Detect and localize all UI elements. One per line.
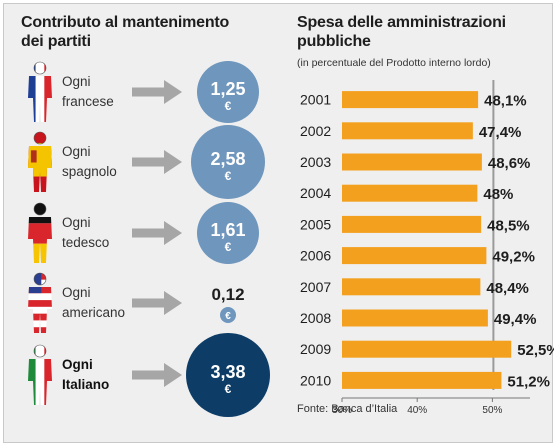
value-circle	[197, 202, 259, 264]
euro-symbol: €	[225, 311, 231, 322]
bar-2003	[342, 153, 482, 171]
country-label-line2: americano	[62, 305, 126, 320]
france-flag-person-icon: 1,25€	[28, 61, 259, 123]
euro-symbol: €	[225, 169, 232, 183]
year-label: 2002	[300, 123, 331, 139]
value-circle	[197, 61, 259, 123]
bar-value-label: 48%	[483, 186, 513, 203]
chart-title-line1: Spesa delle amministrazioni	[297, 14, 506, 31]
usa-flag-person-icon: 0,12 €	[28, 272, 245, 333]
bar-value-label: 48,6%	[488, 155, 531, 172]
year-label: 2005	[300, 216, 331, 232]
bar-value-label: 48,4%	[486, 280, 529, 297]
x-tick-label: 50%	[482, 405, 502, 414]
bar-2004	[342, 184, 478, 202]
contribution-value: 3,38	[210, 362, 245, 382]
country-label-line2: Italiano	[62, 377, 110, 392]
x-tick-label: 40%	[407, 405, 427, 414]
year-label: 2001	[300, 92, 331, 108]
value-circle	[186, 333, 270, 417]
left-title-line2: dei partiti	[21, 33, 91, 50]
bar-value-label: 52,5%	[517, 342, 554, 359]
bar-value-label: 49,4%	[494, 311, 537, 328]
italy-flag-person-icon: 3,38€	[28, 333, 270, 417]
bar-2006	[342, 247, 487, 265]
value-circle	[191, 125, 265, 199]
arrow-icon	[132, 150, 182, 174]
bar-value-label: 51,2%	[507, 373, 550, 390]
bar-2009	[342, 340, 512, 358]
year-label: 2008	[300, 310, 331, 326]
country-label-line1: Ogni	[62, 285, 91, 300]
chart-subtitle: (in percentuale del Prodotto interno lor…	[297, 57, 491, 69]
arrow-icon	[132, 221, 182, 245]
germany-flag-person-icon: 1,61€	[28, 202, 259, 264]
bar-value-label: 48,5%	[487, 217, 530, 234]
contribution-value: 2,58	[210, 149, 245, 169]
euro-symbol: €	[225, 99, 232, 113]
bar-2001	[342, 91, 479, 109]
x-tick-label: 30%	[332, 405, 352, 414]
contribution-value: 1,61	[210, 220, 245, 240]
country-label-line1: Ogni	[62, 215, 91, 230]
chart-source: Fonte: Banca d’Italia	[297, 403, 398, 415]
bar-2005	[342, 215, 482, 233]
bar-2007	[342, 278, 481, 296]
year-label: 2007	[300, 279, 331, 295]
country-label-line2: francese	[62, 94, 114, 109]
euro-symbol: €	[225, 240, 232, 254]
year-label: 2003	[300, 154, 331, 170]
infographic-panel: Contributo al mantenimento dei partiti 1…	[3, 3, 554, 443]
country-label-line2: tedesco	[62, 235, 110, 250]
country-label-line1: Ogni	[62, 74, 91, 89]
country-label-line1: Ogni	[62, 144, 91, 159]
bar-value-label: 48,1%	[484, 93, 527, 110]
year-label: 2006	[300, 248, 331, 264]
chart-title-line2: pubbliche	[297, 33, 371, 50]
bar-value-label: 47,4%	[479, 124, 522, 141]
spain-flag-person-icon: 2,58€	[28, 125, 265, 199]
bar-value-label: 49,2%	[492, 249, 535, 266]
contribution-value: 0,12	[211, 285, 244, 304]
bar-2002	[342, 122, 473, 140]
country-label-line2: spagnolo	[62, 164, 117, 179]
year-label: 2009	[300, 341, 331, 357]
spending-bar-chart: 2001 48,1% 2002 47,4% 2003 48,6% 2004 48% 2005 48…	[300, 80, 554, 414]
contribution-value: 1,25	[210, 79, 245, 99]
contribution-graphic: 1,25€2,58€1,61€0,12€3,38€	[28, 61, 270, 417]
euro-symbol: €	[225, 382, 232, 396]
country-label-line1: Ogni	[62, 357, 93, 372]
euro-coin-icon	[220, 307, 236, 323]
year-label: 2010	[300, 372, 331, 388]
arrow-icon	[132, 80, 182, 104]
year-label: 2004	[300, 185, 331, 201]
arrow-icon	[132, 291, 182, 315]
arrow-icon	[132, 363, 182, 387]
left-title-line1: Contributo al mantenimento	[21, 14, 230, 31]
bar-2008	[342, 309, 488, 327]
bar-2010	[342, 371, 502, 389]
